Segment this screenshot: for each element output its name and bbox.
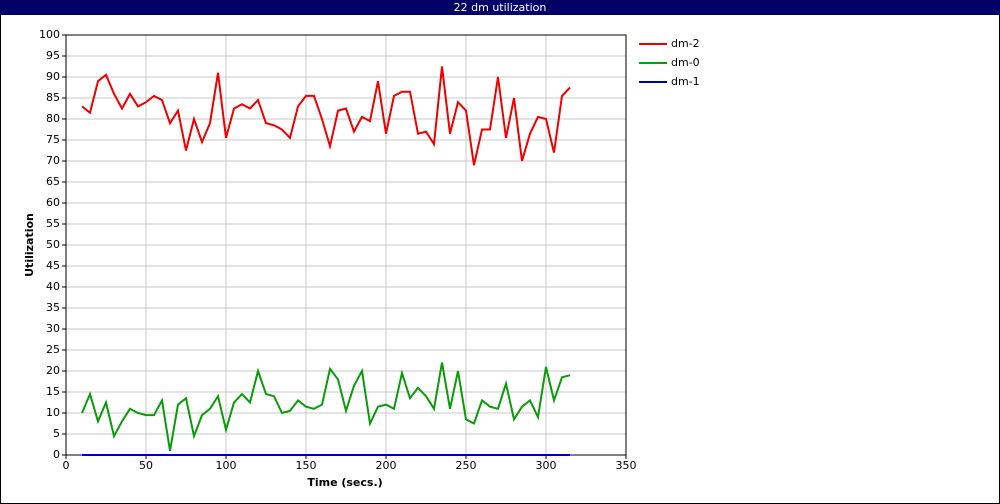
y-tick-label: 75 [46,133,60,146]
y-tick-label: 20 [46,364,60,377]
legend-label: dm-1 [671,75,700,88]
x-tick-label: 200 [376,459,397,472]
y-axis-label: Utilization [23,213,36,277]
x-tick-label: 150 [296,459,317,472]
y-tick-label: 35 [46,301,60,314]
title-bar [0,0,1000,15]
y-tick-label: 70 [46,154,60,167]
chart-title: 22 dm utilization [454,1,547,14]
y-tick-label: 10 [46,406,60,419]
legend-label: dm-2 [671,37,700,50]
y-tick-label: 100 [39,28,60,41]
x-tick-label: 300 [536,459,557,472]
series-line [81,362,571,451]
x-tick-label: 100 [216,459,237,472]
y-tick-label: 15 [46,385,60,398]
y-tick-label: 90 [46,70,60,83]
x-tick-label: 0 [63,459,70,472]
legend-label: dm-0 [671,56,700,69]
y-tick-label: 0 [53,448,60,461]
y-tick-label: 60 [46,196,60,209]
series-line [81,66,571,166]
y-tick-label: 45 [46,259,60,272]
y-tick-label: 95 [46,49,60,62]
x-tick-label: 250 [456,459,477,472]
y-tick-label: 50 [46,238,60,251]
y-tick-label: 80 [46,112,60,125]
x-tick-label: 50 [139,459,153,472]
y-tick-label: 30 [46,322,60,335]
y-tick-label: 40 [46,280,60,293]
y-tick-label: 5 [53,427,60,440]
y-tick-label: 25 [46,343,60,356]
y-tick-label: 85 [46,91,60,104]
x-tick-label: 350 [616,459,637,472]
y-tick-label: 55 [46,217,60,230]
y-tick-label: 65 [46,175,60,188]
x-axis-label: Time (secs.) [307,476,382,489]
